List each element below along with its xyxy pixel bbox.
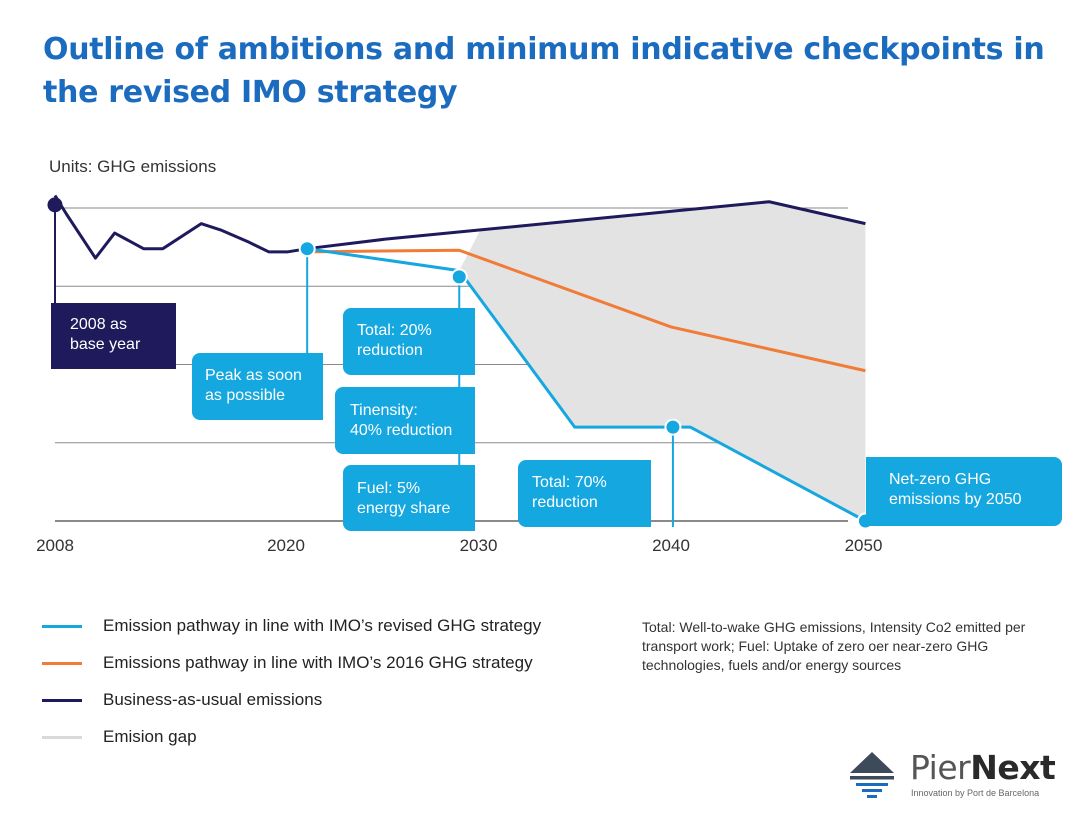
pier-icon	[850, 752, 894, 798]
callout-total70-line2: reduction	[532, 494, 598, 511]
logo-name-light: Pier	[910, 748, 971, 787]
callout-peak: Peak as soon as possible	[192, 353, 323, 420]
callout-peak-line2: as possible	[205, 387, 286, 404]
callout-netzero-line2: emissions by 2050	[889, 491, 1022, 508]
callout-netzero: Net-zero GHG emissions by 2050	[866, 457, 1062, 526]
callout-intensity-line1: Tinensity:	[350, 402, 418, 419]
callout-total20-line1: Total: 20%	[357, 322, 432, 339]
legend-swatch-bau	[42, 699, 82, 702]
callout-base-year-line1: 2008 as	[70, 316, 127, 333]
callout-total70: Total: 70% reduction	[518, 460, 651, 527]
data-point-marker	[450, 268, 468, 286]
callout-netzero-line1: Net-zero GHG	[889, 471, 992, 488]
callout-intensity: Tinensity: 40% reduction	[335, 387, 475, 454]
legend-item-bau: Business-as-usual emissions	[42, 688, 602, 712]
revised-line	[306, 247, 867, 523]
callout-base-year: 2008 as base year	[51, 303, 176, 369]
x-tick-label: 2030	[460, 536, 498, 555]
units-label: Units: GHG emissions	[49, 157, 217, 176]
legend-item-2016: Emissions pathway in line with IMO’s 201…	[42, 651, 602, 675]
legend-swatch-2016	[42, 662, 82, 665]
bau-line	[53, 194, 866, 260]
logo-name-bold: Next	[970, 748, 1056, 787]
callout-fuel-line2: energy share	[357, 500, 451, 517]
callout-total20-line2: reduction	[357, 342, 423, 359]
chart-title: Outline of ambitions and minimum indicat…	[43, 32, 1045, 110]
legend-item-gap: Emision gap	[42, 725, 602, 749]
legend-label-gap: Emision gap	[103, 727, 197, 746]
callout-intensity-line2: 40% reduction	[350, 422, 453, 439]
emission-gap-area	[459, 201, 866, 522]
legend-label-2016: Emissions pathway in line with IMO’s 201…	[103, 653, 533, 672]
data-point-marker	[47, 197, 63, 213]
footnote: Total: Well-to-wake GHG emissions, Inten…	[642, 619, 1026, 673]
callout-total70-line1: Total: 70%	[532, 474, 607, 491]
legend-label-revised: Emission pathway in line with IMO’s revi…	[103, 616, 542, 635]
x-tick-label: 2050	[845, 536, 883, 555]
legend-swatch-revised	[42, 625, 82, 628]
legend-item-revised: Emission pathway in line with IMO’s revi…	[42, 614, 602, 638]
callout-base-year-line2: base year	[70, 336, 141, 353]
callout-peak-line1: Peak as soon	[205, 367, 302, 384]
chart-plot: 2008 2020 2030 2040 2050	[36, 194, 883, 555]
legend-label-bau: Business-as-usual emissions	[103, 690, 323, 709]
x-tick-label: 2040	[652, 536, 690, 555]
callout-fuel-line1: Fuel: 5%	[357, 480, 421, 497]
data-point-marker	[298, 240, 316, 258]
legend-swatch-gap	[42, 736, 82, 739]
x-tick-label: 2020	[267, 536, 305, 555]
callout-total20: Total: 20% reduction	[343, 308, 475, 375]
logo-wordmark: PierNext	[910, 748, 1056, 787]
callout-fuel: Fuel: 5% energy share	[343, 465, 475, 531]
x-tick-label: 2008	[36, 536, 74, 555]
strategy-2016-line	[307, 248, 866, 373]
logo-tagline: Innovation by Port de Barcelona	[911, 788, 1040, 798]
data-point-marker	[664, 418, 682, 436]
logo: PierNext Innovation by Port de Barcelona	[846, 748, 1061, 804]
